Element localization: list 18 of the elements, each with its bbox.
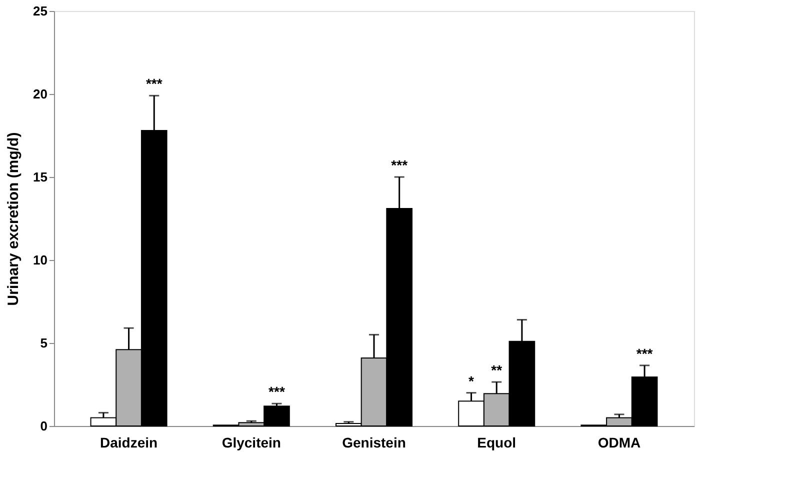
x-tick-label: Equol bbox=[477, 434, 516, 450]
data-label: *** bbox=[636, 345, 654, 362]
y-tick-label: 25 bbox=[33, 4, 48, 18]
x-tick-label: Glycitein bbox=[222, 434, 281, 450]
data-label: *** bbox=[268, 384, 286, 400]
y-tick-label: 10 bbox=[33, 252, 48, 268]
x-tick-label: Genistein bbox=[342, 434, 406, 450]
y-tick-label: 15 bbox=[33, 170, 48, 184]
x-tick-label: ODMA bbox=[598, 434, 641, 450]
x-tick-label: Daidzein bbox=[100, 434, 158, 450]
y-axis-title: Urinary excretion (mg/d) bbox=[5, 132, 22, 306]
data-label: *** bbox=[391, 157, 408, 173]
y-tick-label: 0 bbox=[40, 418, 48, 434]
data-label: ** bbox=[491, 362, 503, 378]
data-label: * bbox=[468, 372, 475, 389]
y-tick-label: 20 bbox=[33, 86, 48, 102]
y-tick-label: 5 bbox=[40, 336, 48, 350]
data-label: *** bbox=[146, 76, 163, 92]
